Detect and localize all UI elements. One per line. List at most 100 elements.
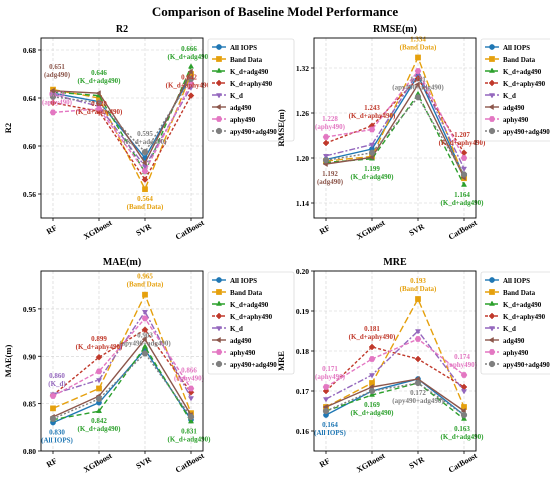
- data-label-source: (K_d+adg490): [124, 138, 168, 146]
- data-label: 0.866: [181, 366, 197, 374]
- data-point: [368, 391, 376, 397]
- series-apy490-adg490: [322, 379, 468, 419]
- legend-label: Band Data: [503, 289, 536, 297]
- data-label-source: (adg490): [317, 178, 344, 186]
- plot-area: [314, 271, 476, 451]
- y-tick-label: 0.95: [23, 305, 36, 314]
- legend-item: All IOPS: [485, 277, 530, 285]
- data-point: [187, 385, 195, 392]
- legend-label: K_d+adg490: [503, 68, 542, 76]
- data-point: [414, 329, 422, 335]
- legend: All IOPS Band Data K_d+adg490 K_d+aphy490 K_…: [207, 38, 295, 142]
- series-aphy490: [322, 336, 468, 390]
- series-line: [52, 317, 192, 397]
- panel-title: MAE(m): [103, 257, 141, 268]
- legend-item: aphy490: [212, 116, 256, 124]
- legend-item: adg490: [212, 104, 252, 112]
- data-point: [95, 368, 103, 375]
- data-label: 0.646: [91, 69, 107, 77]
- y-tick-label: 0.17: [296, 387, 309, 396]
- y-axis-label: MRE: [276, 351, 286, 371]
- data-label-source: (K_d+adg490): [351, 173, 395, 181]
- data-point: [95, 105, 103, 112]
- data-point: [141, 309, 149, 316]
- legend-item: aphy490: [212, 349, 256, 357]
- legend-item: aphy490: [485, 116, 529, 124]
- legend-label: Band Data: [230, 56, 263, 64]
- data-label: 0.169: [364, 401, 380, 409]
- data-point: [322, 397, 330, 403]
- y-tick-label: 0.85: [23, 400, 36, 409]
- legend-marker: [489, 56, 495, 62]
- legend-item: K_d: [485, 92, 516, 100]
- data-point: [142, 186, 148, 193]
- data-label: 1.334: [410, 36, 426, 44]
- data-point: [322, 154, 330, 160]
- data-label-source: (Band Data): [127, 203, 164, 211]
- legend-marker: [488, 336, 494, 344]
- data-point: [49, 93, 57, 100]
- series-line: [52, 86, 192, 168]
- legend-marker: [215, 79, 223, 87]
- legend-marker: [215, 326, 223, 332]
- series-line: [325, 382, 465, 416]
- data-label: 0.899: [91, 335, 107, 343]
- series-k-d: [322, 329, 468, 403]
- legend-label: adg490: [230, 337, 252, 345]
- legend-label: K_d+aphy490: [230, 313, 273, 321]
- legend-label: K_d+aphy490: [503, 80, 546, 88]
- data-label: 1.207: [454, 131, 470, 139]
- data-label-source: (K_d+aphy490): [166, 82, 213, 90]
- legend-label: adg490: [503, 104, 525, 112]
- legend-marker: [488, 349, 496, 355]
- legend-label: K_d+adg490: [230, 68, 269, 76]
- legend: All IOPS Band Data K_d+adg490 K_d+aphy490 K_…: [207, 271, 295, 375]
- legend-marker: [215, 103, 221, 111]
- data-point: [460, 171, 468, 178]
- legend-label: All IOPS: [503, 277, 530, 285]
- series-line: [325, 382, 465, 420]
- legend-item: apy490+adg490: [212, 128, 277, 136]
- data-point: [50, 405, 56, 412]
- data-point: [414, 355, 422, 363]
- legend-label: K_d: [503, 325, 516, 333]
- legend-label: apy490+adg490: [230, 128, 277, 136]
- data-point: [414, 81, 420, 88]
- legend-marker: [216, 289, 222, 295]
- series-line: [52, 66, 192, 174]
- legend-marker: [489, 289, 495, 295]
- legend-marker: [488, 103, 494, 111]
- legend-item: apy490+adg490: [212, 361, 277, 369]
- series-line: [52, 78, 192, 154]
- legend-box: [480, 271, 550, 375]
- series-line: [325, 74, 465, 177]
- data-point: [460, 181, 468, 187]
- data-point: [49, 87, 55, 94]
- data-point: [322, 407, 330, 415]
- legend-marker: [488, 93, 496, 99]
- legend-label: K_d+aphy490: [503, 313, 546, 321]
- series-aphy490: [49, 315, 195, 399]
- series-line: [325, 92, 465, 186]
- legend-marker: [488, 360, 496, 368]
- legend-marker: [215, 93, 223, 99]
- data-label: 0.903: [137, 331, 153, 339]
- data-label-source: (K_d): [48, 380, 66, 388]
- data-label-source: (aphy490): [174, 374, 205, 382]
- data-point: [187, 75, 195, 82]
- series-aphy490: [322, 68, 468, 161]
- legend-item: K_d+aphy490: [485, 312, 546, 321]
- data-point: [141, 315, 149, 322]
- data-label: 0.174: [454, 353, 470, 361]
- data-point: [460, 389, 468, 395]
- legend-item: All IOPS: [485, 44, 530, 52]
- data-point: [414, 68, 422, 74]
- legend-marker: [215, 300, 223, 306]
- data-point: [368, 142, 376, 148]
- data-label-source: (K_d+adg490): [441, 433, 485, 441]
- data-label-source: (aphy490): [315, 373, 346, 381]
- data-label: 0.172: [410, 389, 426, 397]
- data-label-source: (apy490+adg490): [392, 397, 444, 405]
- series-apy490-adg490: [322, 94, 468, 178]
